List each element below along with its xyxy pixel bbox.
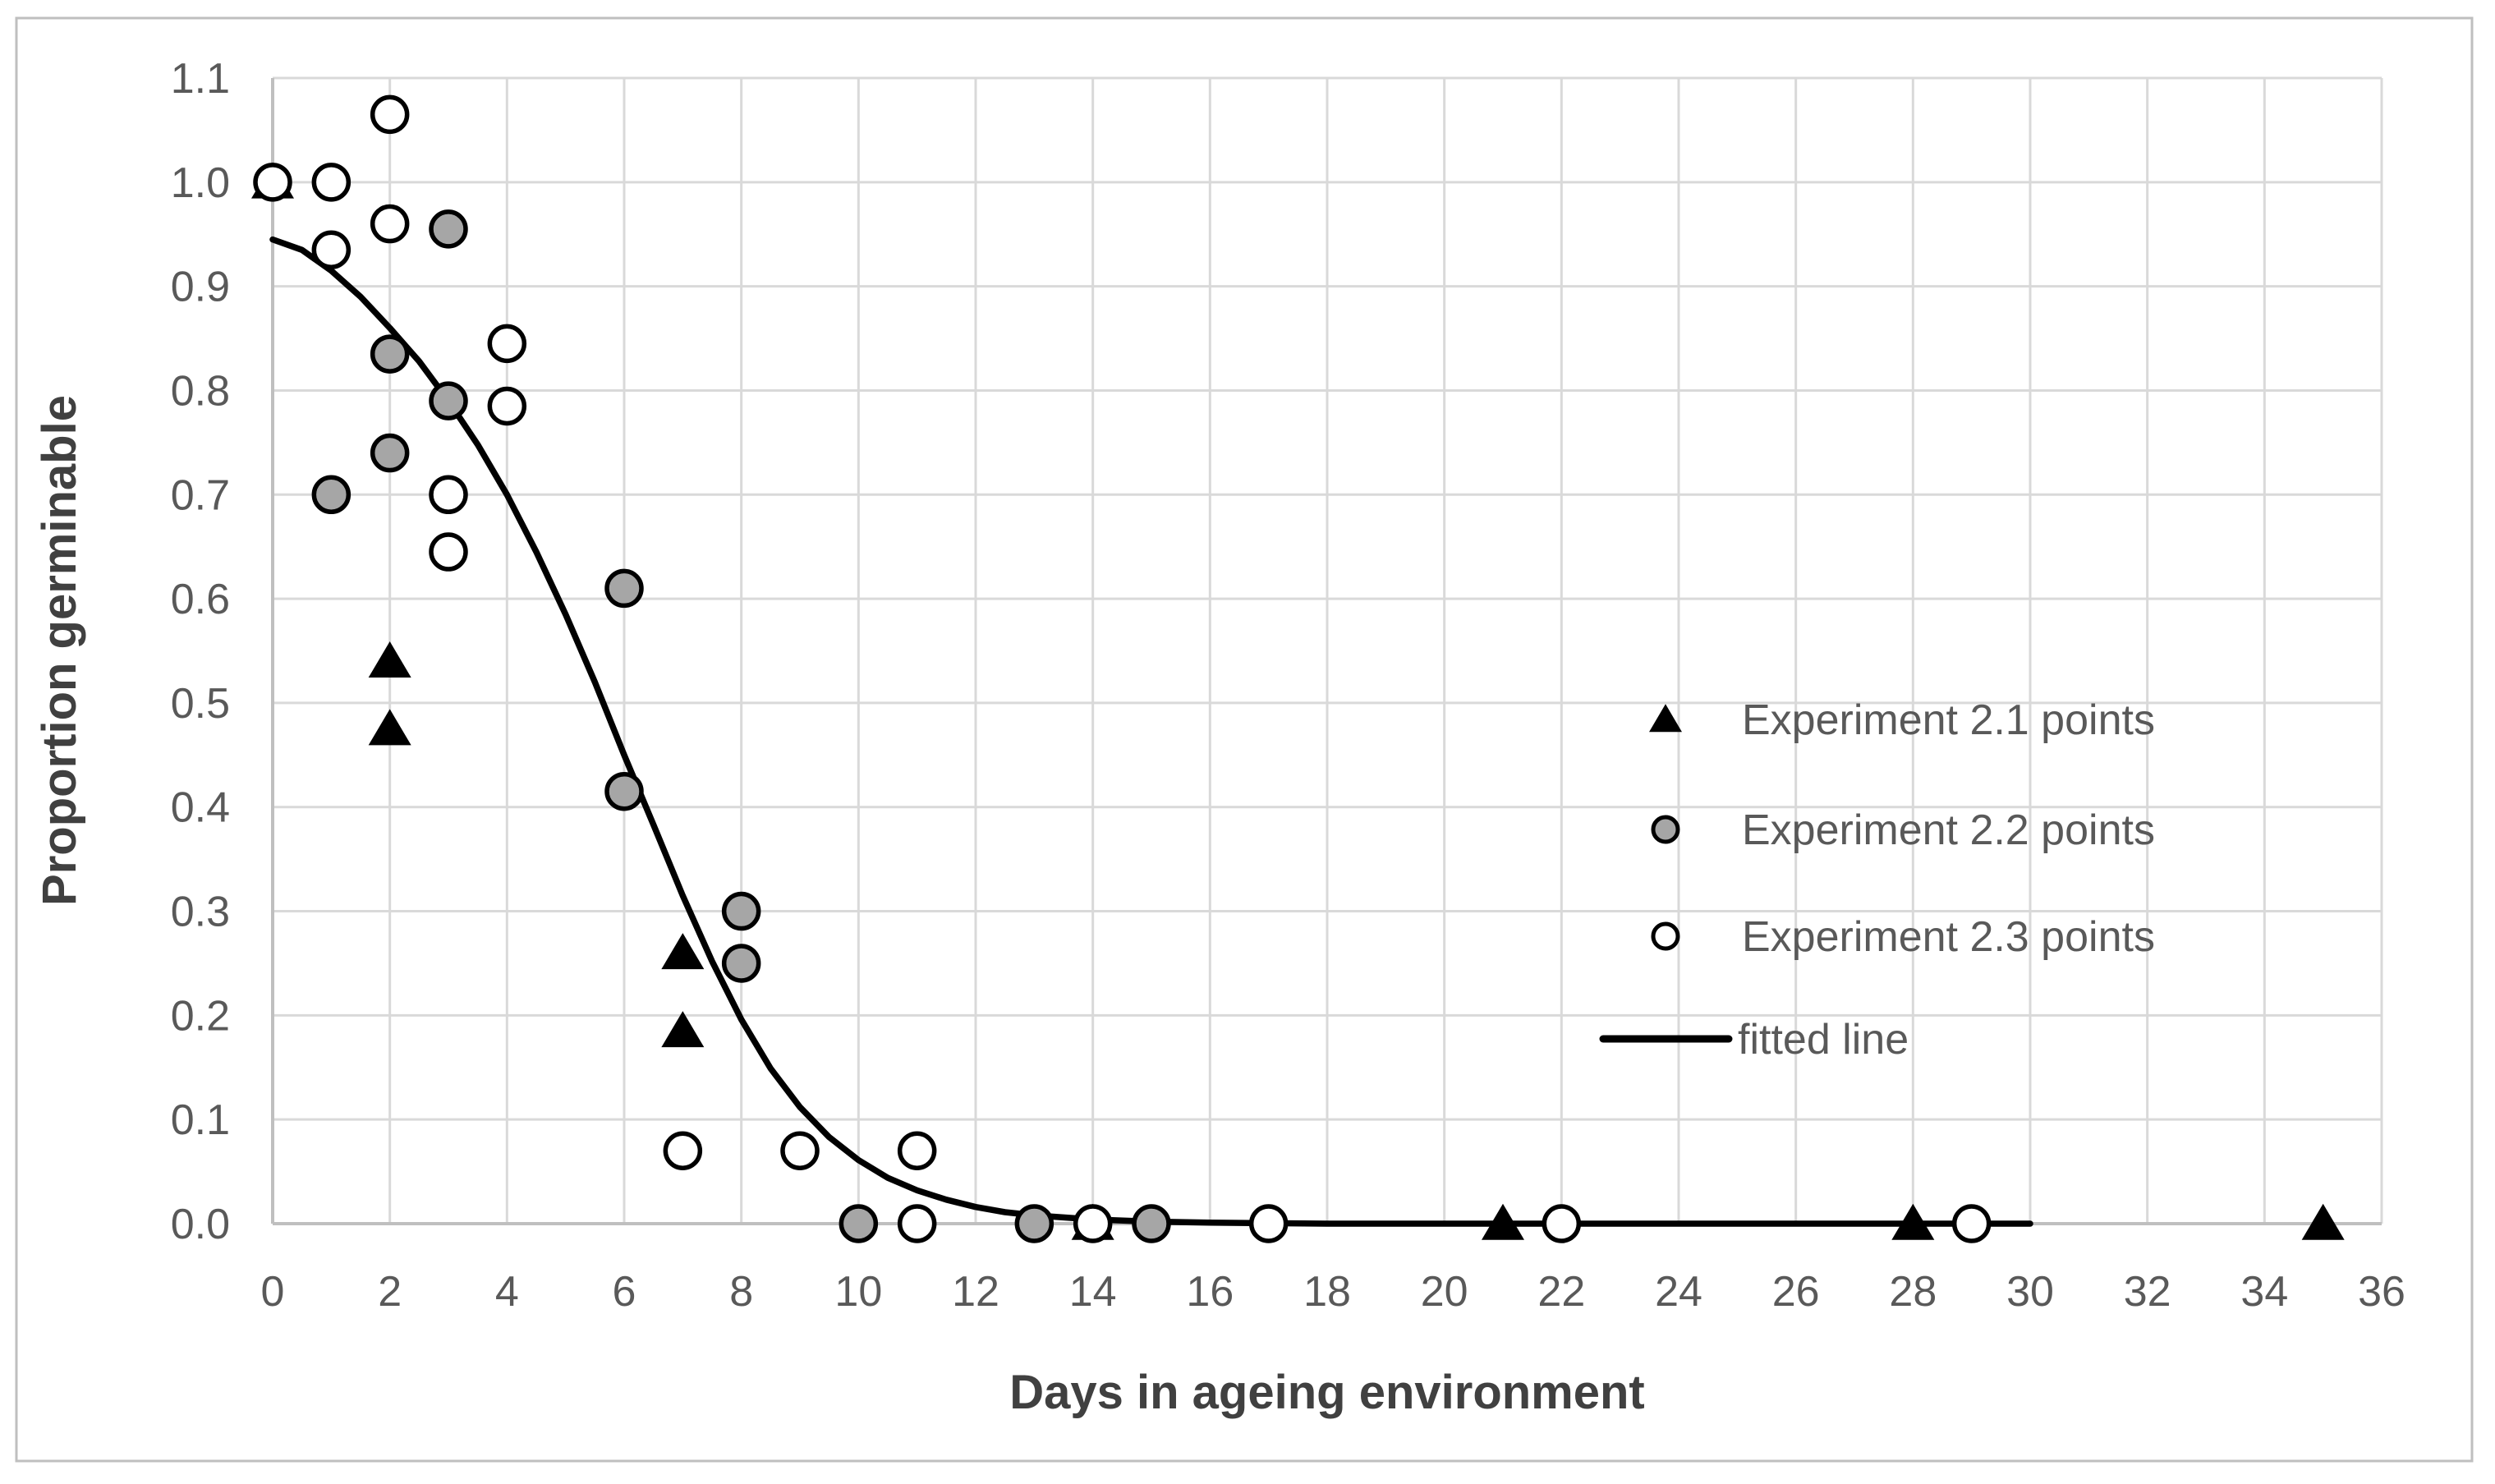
x-tick-label: 30: [2006, 1268, 2054, 1316]
data-point-triangle: [368, 641, 411, 678]
x-tick-label: 18: [1303, 1268, 1351, 1316]
data-point-open-circle: [897, 1131, 937, 1170]
y-tick-label: 0.6: [171, 576, 230, 623]
data-point-gray-circle: [429, 381, 468, 420]
data-point-open-circle: [780, 1131, 820, 1170]
x-tick-label: 34: [2240, 1268, 2288, 1316]
y-tick-label: 0.0: [171, 1201, 230, 1248]
legend-label-fitted-line: fitted line: [1738, 1016, 1909, 1064]
data-point-open-circle: [253, 163, 292, 202]
data-point-triangle: [2301, 1203, 2345, 1240]
data-point-open-circle: [429, 475, 468, 515]
data-point-gray-circle: [429, 209, 468, 249]
y-tick-label: 0.3: [171, 889, 230, 936]
y-tick-label: 0.1: [171, 1096, 230, 1144]
data-point-gray-circle: [721, 944, 761, 983]
x-axis-title: Days in ageing environment: [1009, 1366, 1645, 1419]
y-tick-label: 0.7: [171, 471, 230, 519]
y-tick-label: 0.2: [171, 992, 230, 1040]
data-point-gray-circle: [604, 568, 644, 609]
x-tick-label: 10: [834, 1268, 882, 1316]
data-point-open-circle: [311, 230, 352, 269]
data-point-gray-circle: [721, 891, 761, 931]
data-point-open-circle: [663, 1131, 703, 1170]
data-point-gray-circle: [311, 475, 352, 515]
data-point-open-circle: [1951, 1204, 1992, 1243]
x-tick-label: 2: [378, 1268, 402, 1316]
legend-gray-circle-marker: [1651, 815, 1680, 844]
y-tick-label: 0.4: [171, 784, 230, 832]
y-tick-label: 0.8: [171, 367, 230, 415]
data-point-open-circle: [311, 163, 352, 202]
x-tick-label: 8: [729, 1268, 753, 1316]
x-tick-labels: 0 2 4 6 8 10 12 14 16 18 20 22 24 26 28 30 32 34 36: [261, 1268, 2405, 1316]
data-point-open-circle: [370, 204, 410, 244]
data-point-open-circle: [487, 386, 527, 426]
data-point-triangle: [661, 933, 705, 970]
x-tick-label: 22: [1537, 1268, 1585, 1316]
y-tick-label: 0.5: [171, 680, 230, 728]
x-tick-label: 28: [1889, 1268, 1937, 1316]
x-tick-label: 14: [1069, 1268, 1117, 1316]
legend-label-experiment-2-3: Experiment 2.3 points: [1742, 913, 2155, 961]
x-tick-label: 12: [952, 1268, 999, 1316]
data-point-gray-circle: [370, 433, 410, 473]
data-point-open-circle: [1542, 1204, 1582, 1243]
x-tick-label: 26: [1772, 1268, 1820, 1316]
legend-label-experiment-2-1: Experiment 2.1 points: [1742, 696, 2155, 744]
legend-triangle-marker: [1649, 704, 1682, 733]
x-tick-label: 16: [1186, 1268, 1234, 1316]
data-point-triangle: [661, 1011, 705, 1048]
data-point-gray-circle: [1014, 1204, 1055, 1243]
data-point-gray-circle: [370, 334, 410, 374]
data-point-open-circle: [1248, 1204, 1289, 1243]
legend-open-circle-marker: [1651, 921, 1680, 951]
x-tick-label: 0: [261, 1268, 285, 1316]
y-tick-labels: 0.0 0.1 0.2 0.3 0.4 0.5 0.6 0.7 0.8 0.9 1.0 1.1: [171, 55, 230, 1248]
series-experiment-2-3: [253, 94, 1992, 1243]
data-point-open-circle: [487, 324, 527, 364]
x-tick-label: 20: [1421, 1268, 1468, 1316]
data-point-open-circle: [429, 532, 468, 572]
data-point-open-circle: [897, 1204, 937, 1243]
data-point-open-circle: [1073, 1204, 1113, 1243]
x-tick-label: 36: [2358, 1268, 2405, 1316]
y-tick-label: 1.0: [171, 159, 230, 207]
y-tick-label: 0.9: [171, 264, 230, 311]
data-point-gray-circle: [1132, 1204, 1171, 1243]
y-tick-label: 1.1: [171, 55, 230, 103]
y-axis-title: Proportion germinable: [33, 395, 86, 906]
data-point-gray-circle: [839, 1204, 879, 1243]
series-experiment-2-2: [311, 209, 1171, 1243]
x-tick-label: 6: [613, 1268, 636, 1316]
x-tick-label: 32: [2124, 1268, 2171, 1316]
data-point-open-circle: [370, 94, 410, 135]
x-tick-label: 4: [495, 1268, 519, 1316]
legend: Experiment 2.1 points Experiment 2.2 poin…: [1599, 696, 2155, 1064]
legend-label-experiment-2-2: Experiment 2.2 points: [1742, 806, 2155, 854]
data-point-gray-circle: [604, 771, 644, 811]
x-tick-label: 24: [1655, 1268, 1702, 1316]
data-point-triangle: [368, 709, 411, 746]
